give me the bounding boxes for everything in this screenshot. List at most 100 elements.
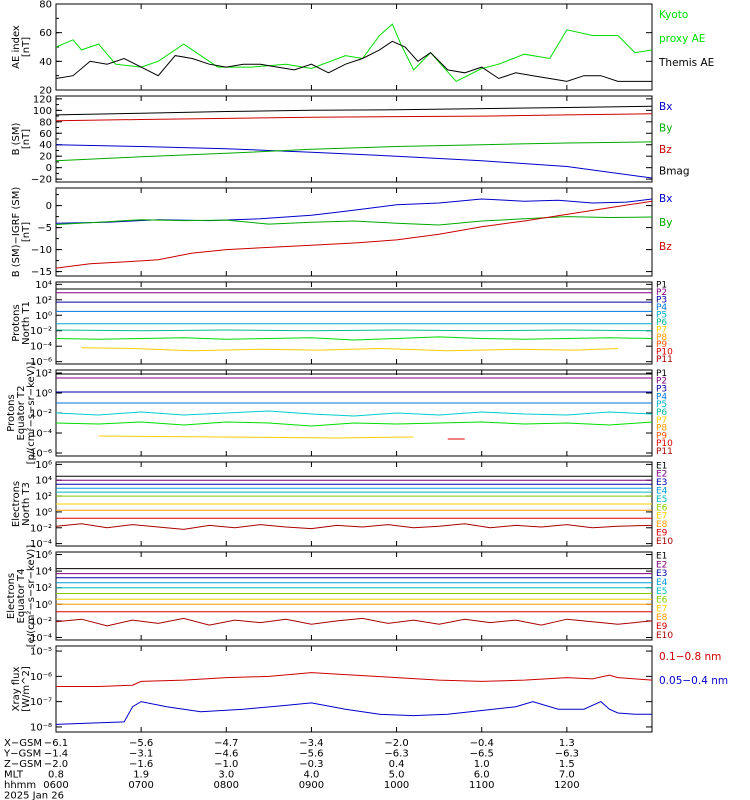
- y-tick-label: 40: [39, 57, 52, 68]
- series-line: [56, 216, 652, 226]
- series-line: [56, 410, 652, 417]
- series-group: [56, 105, 652, 179]
- footer-value: −4.7: [214, 738, 238, 749]
- y-tick-label: 10⁻⁴: [30, 633, 52, 644]
- footer-value: −1.6: [129, 759, 153, 770]
- legend-label: E10: [656, 631, 673, 641]
- y-tick-label: 10⁻⁶: [30, 357, 52, 368]
- legend-label: P3: [656, 385, 667, 395]
- footer-value: 1.5: [559, 759, 575, 770]
- y-tick-label: 10²: [35, 492, 52, 503]
- legend-label: E7: [656, 512, 667, 522]
- y-tick-label: 10⁶: [35, 460, 52, 471]
- footer-value: −5.6: [129, 738, 153, 749]
- footer-value: 5.0: [389, 770, 405, 781]
- legend-label: P6: [656, 318, 667, 328]
- y-tick-label: 10⁴: [35, 567, 52, 578]
- y-axis-label: Protons: [11, 304, 22, 341]
- legend-label: P2: [656, 288, 667, 298]
- panel-electrons_t4: 10⁻⁴ 10⁻² 10⁰ 10² 10⁴ 10⁶ Electrons Equator T4[…: [6, 545, 673, 648]
- y-axis-label: AE index: [11, 25, 22, 69]
- footer-value: −2.0: [384, 738, 408, 749]
- legend-label: Bmag: [659, 166, 690, 178]
- footer-row-label: Z−GSM: [4, 759, 42, 770]
- series-line: [56, 113, 652, 122]
- y-axis-label: [nT]: [21, 129, 32, 149]
- footer-value: 1.9: [133, 770, 149, 781]
- legend-label: P9: [656, 431, 667, 441]
- y-tick-label: 20: [39, 152, 52, 163]
- footer-value: −1.4: [44, 749, 68, 760]
- legend-label: P7: [656, 325, 667, 335]
- legend-label: P1: [656, 281, 667, 291]
- series-group: [56, 198, 652, 269]
- series-group: [56, 568, 652, 627]
- footer-value: 1100: [469, 780, 494, 791]
- legend-label: P8: [656, 424, 667, 434]
- series-line: [81, 347, 618, 352]
- series-line: [56, 336, 652, 341]
- footer-value: 1000: [384, 780, 409, 791]
- y-axis-label: Electrons: [6, 573, 17, 619]
- legend-label: E8: [656, 613, 668, 623]
- y-tick-label: 10⁻⁴: [30, 342, 52, 353]
- legend-label: Bx: [659, 193, 672, 205]
- y-tick-label: 0: [46, 163, 52, 174]
- legend-label: E5: [656, 587, 667, 597]
- legend-label: E9: [656, 529, 668, 539]
- footer-value: −1.0: [214, 759, 238, 770]
- series-line: [56, 200, 652, 269]
- legend-label: P5: [656, 310, 667, 320]
- panel-b_igrf: −15 −10 −5 0 B (SM)−IGRF (SM) [nT] Bx By Bz: [11, 187, 672, 278]
- footer-value: 6.0: [474, 770, 490, 781]
- plot-frame: [55, 187, 653, 277]
- y-tick-label: 10⁶: [35, 550, 52, 561]
- panel-protons_t1: 10⁻⁶ 10⁻⁴ 10⁻² 10⁰ 10² 10⁴ Protons North T1 P1P2…: [11, 280, 673, 368]
- series-line: [56, 617, 652, 627]
- series-line: [56, 672, 652, 687]
- legend-label: E5: [656, 495, 667, 505]
- y-tick-label: 10⁻⁵: [30, 647, 52, 658]
- y-tick-label: 10⁻²: [30, 523, 52, 534]
- y-axis-label: [nT]: [21, 37, 32, 57]
- footer-row-label: MLT: [4, 770, 24, 781]
- y-axis-label: B (SM): [11, 122, 22, 155]
- y-axis-label: Xray flux: [11, 667, 22, 712]
- panel-xray: 10⁻⁸ 10⁻⁷ 10⁻⁶ 10⁻⁵ Xray flux [W/m^2] 0.1−0.8 …: [11, 645, 728, 733]
- legend-label: Kyoto: [659, 9, 688, 21]
- legend-label: E1: [656, 461, 667, 471]
- legend-label: P7: [656, 416, 667, 426]
- legend-label: 0.05−0.4 nm: [659, 675, 728, 687]
- series-group: [56, 23, 652, 83]
- legend-label: P3: [656, 296, 667, 306]
- legend-label: P9: [656, 340, 667, 350]
- footer-row-label: hhmm: [4, 780, 36, 791]
- footer-value: −2.0: [44, 759, 68, 770]
- y-tick-label: 100: [33, 106, 52, 117]
- y-tick-label: 10²: [35, 369, 52, 380]
- y-axis-label: Protons: [6, 394, 17, 431]
- series-group: [56, 288, 652, 352]
- footer-value: 1.0: [474, 759, 490, 770]
- legend-label: By: [659, 123, 672, 135]
- footer-value: 0800: [214, 780, 239, 791]
- y-tick-label: 10⁰: [35, 389, 52, 400]
- legend-label: P6: [656, 408, 667, 418]
- series-line: [56, 701, 652, 725]
- legend-label: P11: [656, 355, 673, 365]
- legend-label: proxy AE: [659, 33, 705, 45]
- y-tick-label: 60: [39, 129, 52, 140]
- footer-row-label: X−GSM: [4, 738, 42, 749]
- legend-label: Bz: [659, 144, 672, 156]
- legend-label: E1: [656, 552, 667, 562]
- y-tick-label: 10⁻²: [30, 326, 52, 337]
- y-tick-label: 20: [39, 86, 52, 97]
- y-tick-label: 80: [39, 117, 52, 128]
- legend-label: E2: [656, 470, 667, 480]
- y-tick-label: 10⁻⁷: [30, 697, 52, 708]
- footer-date: 2025 Jan 26: [4, 791, 64, 800]
- plot-frame: [55, 281, 653, 365]
